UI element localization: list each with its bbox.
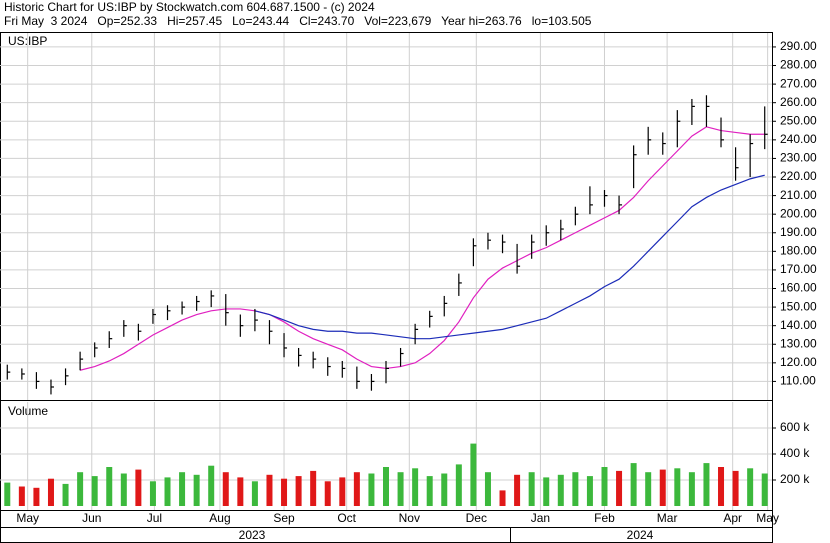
x-tick-label: Nov <box>399 511 420 525</box>
x-tick-label: May <box>756 511 779 525</box>
volume-bar <box>426 476 433 506</box>
volume-bar <box>106 467 113 506</box>
y-tick-label: 220.00 <box>780 169 817 183</box>
header-line-2: Fri May 3 2024 Op=252.33 Hi=257.45 Lo=24… <box>4 14 592 28</box>
volume-bar <box>601 467 608 506</box>
y-tick-label: 230.00 <box>780 151 817 165</box>
volume-bar <box>674 468 681 506</box>
moving-average-line <box>79 126 765 371</box>
moving-average-line <box>254 174 765 340</box>
volume-bar <box>237 477 244 506</box>
volume-bar <box>543 477 550 506</box>
volume-bar <box>397 472 404 506</box>
volume-bar <box>266 474 273 506</box>
volume-bar <box>718 467 725 506</box>
volume-bar <box>353 472 360 506</box>
y-tick-label: 600 k <box>780 420 810 434</box>
volume-bar <box>193 474 200 506</box>
volume-bar <box>62 483 69 506</box>
x-tick-label: Sep <box>273 511 295 525</box>
y-tick-label: 240.00 <box>780 132 817 146</box>
y-tick-label: 160.00 <box>780 281 817 295</box>
volume-bar <box>761 473 768 506</box>
volume-bar <box>514 474 521 506</box>
volume-bar <box>586 476 593 506</box>
y-tick-label: 180.00 <box>780 244 817 258</box>
volume-bar <box>383 467 389 506</box>
x-tick-label: Jan <box>531 511 550 525</box>
y-tick-label: 190.00 <box>780 225 817 239</box>
volume-bar <box>91 476 98 506</box>
volume-bar <box>33 487 40 506</box>
y-tick-label: 170.00 <box>780 262 817 276</box>
x-tick-label: Aug <box>209 511 230 525</box>
y-tick-label: 150.00 <box>780 299 817 313</box>
y-tick-label: 130.00 <box>780 336 817 350</box>
x-tick-label: Mar <box>657 511 678 525</box>
y-tick-label: 270.00 <box>780 76 817 90</box>
header-line-1: Historic Chart for US:IBP by Stockwatch.… <box>4 0 375 14</box>
volume-bar <box>135 469 142 506</box>
volume-bar <box>222 472 229 506</box>
x-tick-label: Jul <box>147 511 162 525</box>
volume-bar <box>120 473 127 506</box>
volume-bar <box>499 490 506 506</box>
y-tick-label: 200.00 <box>780 206 817 220</box>
y-tick-label: 280.00 <box>780 58 817 72</box>
volume-panel-title: Volume <box>8 404 48 418</box>
x-tick-label: Feb <box>594 511 615 525</box>
volume-bar <box>208 465 215 506</box>
volume-bar <box>149 481 156 506</box>
volume-bar <box>18 486 25 506</box>
y-tick-label: 250.00 <box>780 113 817 127</box>
volume-bar <box>310 470 317 506</box>
volume-bar <box>47 478 54 506</box>
y-tick-label: 140.00 <box>780 318 817 332</box>
y-tick-label: 120.00 <box>780 355 817 369</box>
volume-bar <box>324 481 331 506</box>
y-tick-label: 200 k <box>780 472 810 486</box>
year-label: 2024 <box>627 528 654 542</box>
volume-bar <box>412 468 419 506</box>
volume-bar <box>747 468 754 506</box>
volume-bar <box>572 472 579 506</box>
y-tick-label: 110.00 <box>780 374 816 388</box>
volume-bar <box>659 469 666 506</box>
volume-bar <box>281 478 288 506</box>
volume-bar <box>4 482 11 506</box>
volume-bar <box>557 474 564 506</box>
volume-bar <box>77 472 84 506</box>
y-tick-label: 290.00 <box>780 39 817 53</box>
volume-bar <box>528 472 535 506</box>
volume-bar <box>179 472 186 506</box>
year-label: 2023 <box>239 528 266 542</box>
y-tick-label: 210.00 <box>780 188 817 202</box>
volume-bar <box>484 472 491 506</box>
x-tick-label: Oct <box>337 511 356 525</box>
volume-bar <box>645 472 652 506</box>
volume-bar <box>339 477 346 506</box>
volume-bar <box>164 477 171 506</box>
volume-bar <box>616 470 623 506</box>
volume-bar <box>630 463 637 506</box>
volume-bar <box>470 443 477 506</box>
volume-bar <box>732 470 739 506</box>
x-tick-label: Apr <box>723 511 742 525</box>
volume-bar <box>455 464 462 506</box>
x-tick-label: Jun <box>82 511 101 525</box>
y-tick-label: 400 k <box>780 446 810 460</box>
volume-bar <box>441 473 448 506</box>
volume-bar <box>703 463 710 506</box>
volume-bar <box>368 473 375 506</box>
x-tick-label: Dec <box>466 511 487 525</box>
volume-bar <box>295 476 302 506</box>
volume-bar <box>251 481 258 506</box>
volume-bar <box>688 472 695 506</box>
x-tick-label: May <box>16 511 39 525</box>
y-tick-label: 260.00 <box>780 95 817 109</box>
